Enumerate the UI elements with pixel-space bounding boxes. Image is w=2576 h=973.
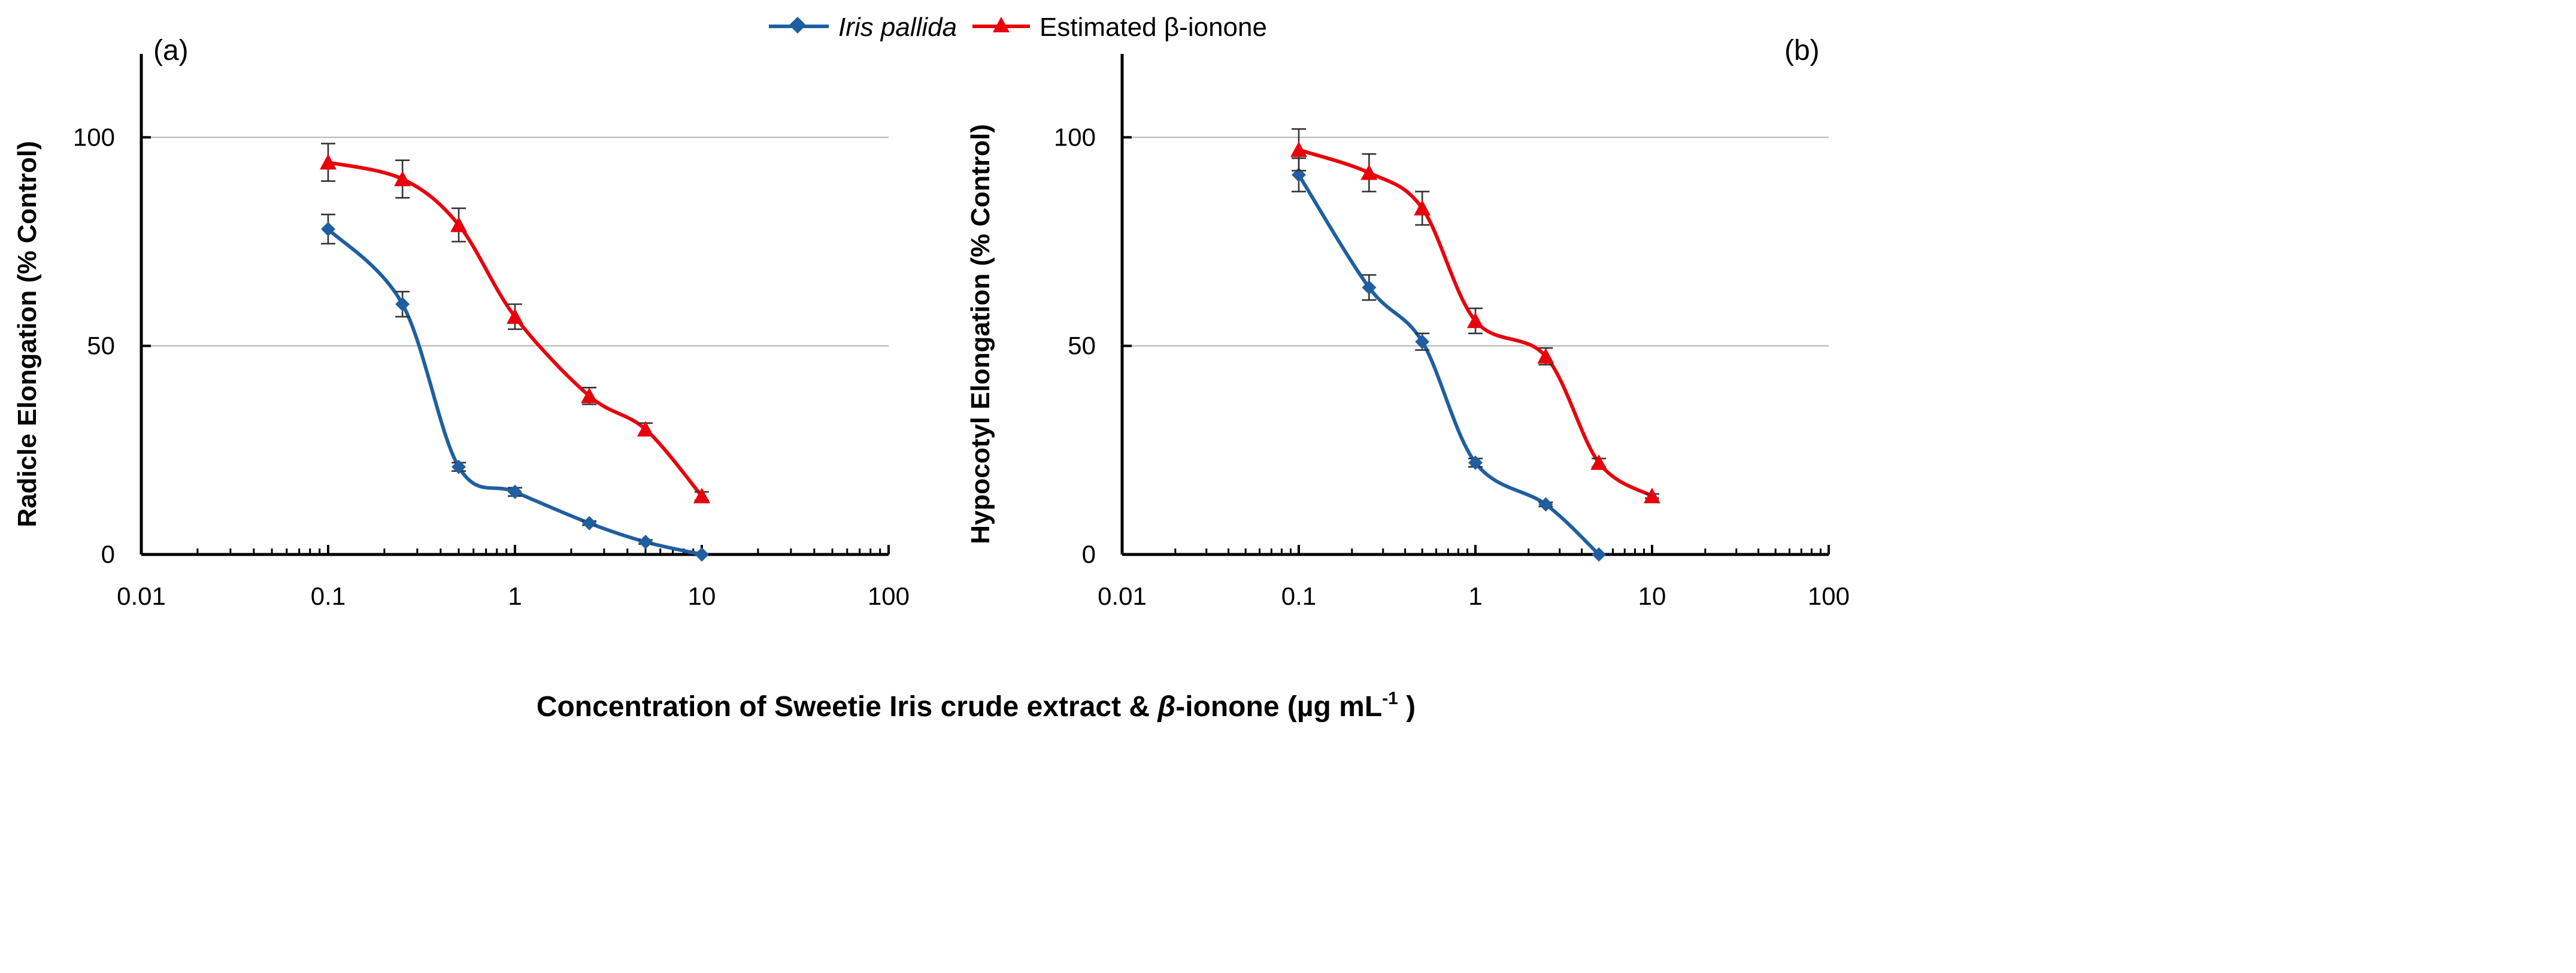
x-axis-label-main: Concentration of Sweetie Iris crude extr… — [537, 691, 1158, 723]
legend: Iris pallida Estimated β-ionone — [769, 13, 1267, 42]
series-beta-ionone — [1290, 128, 1660, 504]
data-point — [1590, 454, 1608, 470]
x-tick-label: 10 — [688, 582, 716, 610]
data-point — [451, 459, 466, 474]
data-point — [1362, 280, 1377, 295]
x-tick-label: 1 — [1468, 582, 1482, 610]
data-point — [320, 154, 337, 170]
data-point — [637, 421, 654, 437]
legend-marker-diamond — [789, 16, 807, 34]
y-tick-label: 0 — [101, 540, 115, 568]
data-point — [450, 216, 468, 232]
y-tick-label: 0 — [1082, 540, 1096, 568]
y-tick-label: 100 — [1054, 123, 1096, 151]
data-point — [1290, 141, 1307, 157]
x-axis-label-end: ) — [1398, 691, 1416, 723]
x-tick-label: 0.01 — [117, 582, 166, 610]
x-tick-label: 10 — [1638, 582, 1666, 610]
x-tick-label: 0.1 — [311, 582, 346, 610]
x-tick-label: 100 — [868, 582, 910, 610]
data-point — [1468, 455, 1483, 470]
data-point — [508, 484, 522, 499]
x-axis-label: Concentration of Sweetie Iris crude extr… — [537, 689, 1416, 723]
panel-label: (a) — [153, 35, 189, 66]
x-axis-label-superscript: -1 — [1382, 689, 1398, 708]
data-point — [1414, 199, 1431, 216]
x-tick-label: 0.1 — [1281, 582, 1316, 610]
legend-marker-triangle — [993, 17, 1010, 32]
data-point — [321, 222, 335, 237]
y-tick-label: 50 — [1068, 332, 1096, 360]
legend-label-ionone: Estimated β-ionone — [1040, 13, 1267, 42]
x-tick-label: 1 — [508, 582, 522, 610]
data-point — [1644, 487, 1660, 504]
x-tick-label: 0.01 — [1098, 582, 1147, 610]
data-point — [507, 308, 523, 324]
data-point — [1467, 312, 1484, 328]
data-point — [1415, 334, 1430, 349]
legend-label-iris: Iris pallida — [838, 13, 957, 42]
data-point — [394, 171, 411, 186]
y-axis-label: Hypocotyl Elongation (% Control) — [966, 124, 995, 544]
x-axis-label-beta: β — [1156, 691, 1175, 723]
data-point — [395, 297, 410, 311]
y-tick-label: 100 — [73, 123, 115, 151]
data-point — [1538, 497, 1553, 512]
panel-a: 0 50 100 0.01 0.1 1 10 100 Radicle Elongation (%… — [13, 35, 910, 610]
data-point — [695, 547, 709, 562]
data-point — [1592, 547, 1607, 562]
y-axis-label: Radicle Elongation (% Control) — [13, 141, 42, 527]
series-beta-ionone — [320, 143, 710, 504]
data-point — [638, 535, 653, 550]
panel-b: 0 50 100 0.01 0.1 1 10 100 Hypocotyl Elongation … — [966, 35, 1850, 610]
data-point — [581, 387, 598, 404]
x-axis-label-units: -ionone (µg mL — [1175, 691, 1382, 723]
data-point — [1360, 164, 1378, 180]
y-tick-label: 50 — [87, 332, 115, 360]
series-iris-pallida — [1292, 157, 1607, 562]
panel-label: (b) — [1784, 35, 1820, 66]
data-point — [1537, 348, 1554, 364]
series-iris-pallida — [321, 213, 709, 562]
data-point — [693, 487, 710, 504]
data-point — [582, 516, 597, 531]
series-line — [326, 228, 702, 556]
x-tick-label: 100 — [1808, 582, 1850, 610]
